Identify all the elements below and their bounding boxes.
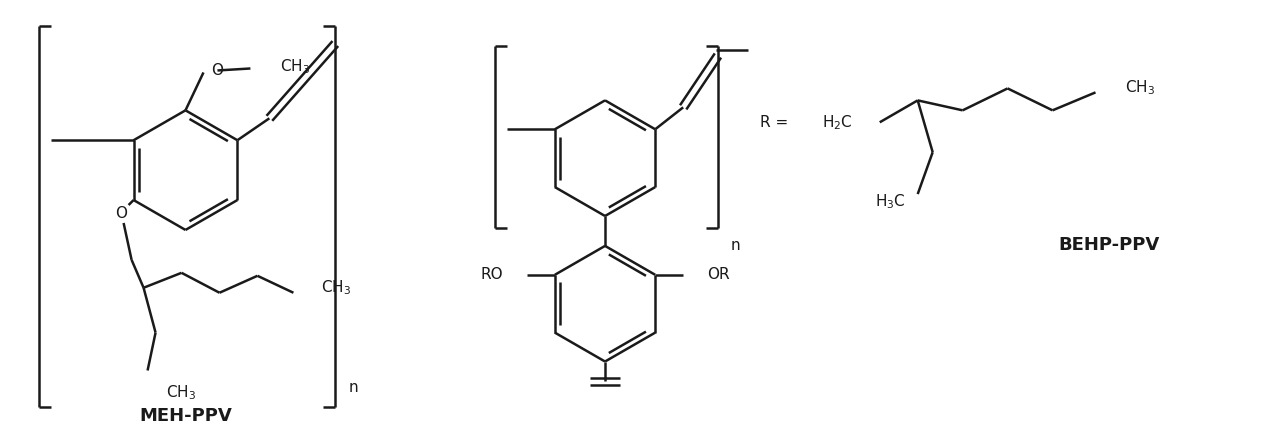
Text: BEHP-PPV: BEHP-PPV — [1059, 236, 1161, 254]
Text: OR: OR — [707, 267, 730, 283]
Text: CH$_3$: CH$_3$ — [165, 383, 196, 402]
Text: O: O — [115, 206, 128, 221]
Text: MEH-PPV: MEH-PPV — [140, 407, 232, 425]
Text: H$_2$C: H$_2$C — [822, 113, 852, 132]
Text: O: O — [211, 63, 223, 78]
Text: n: n — [731, 238, 740, 253]
Text: H$_3$C: H$_3$C — [875, 193, 906, 212]
Text: R =: R = — [760, 115, 788, 130]
Text: CH$_3$: CH$_3$ — [281, 57, 310, 76]
Text: CH$_3$: CH$_3$ — [1126, 78, 1155, 97]
Text: n: n — [348, 380, 359, 395]
Text: RO: RO — [480, 267, 503, 283]
Text: CH$_3$: CH$_3$ — [322, 278, 351, 297]
